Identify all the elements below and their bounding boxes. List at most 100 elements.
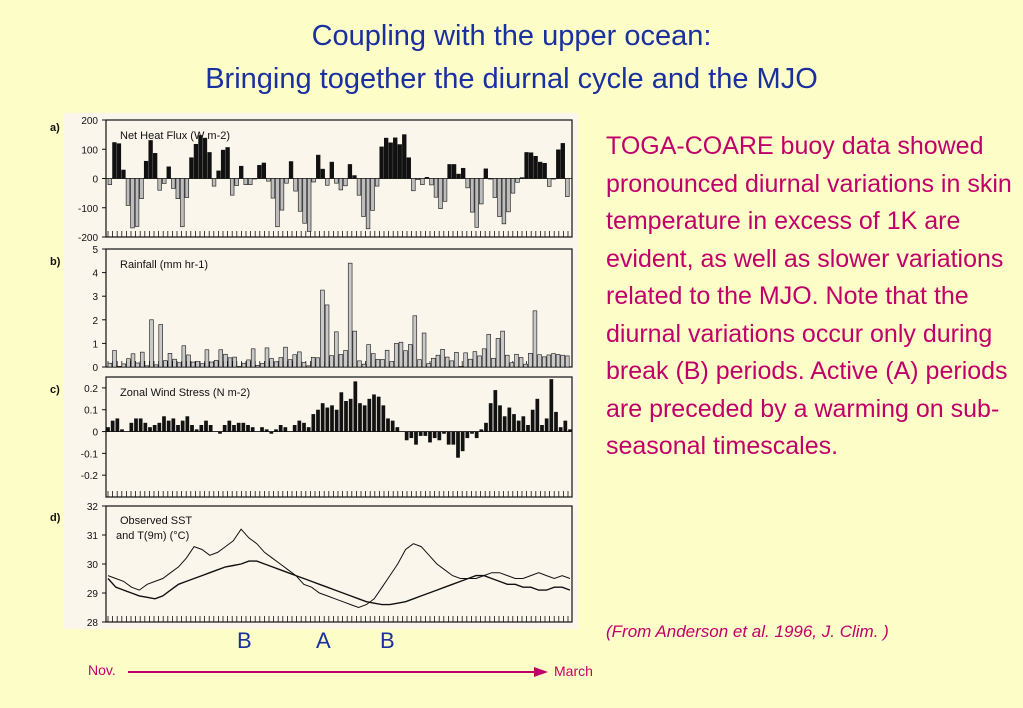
- bar: [338, 178, 344, 191]
- y-tick-label: 2: [92, 316, 98, 327]
- bar: [200, 363, 205, 368]
- bar: [152, 153, 158, 179]
- bar: [479, 178, 484, 205]
- bar: [411, 178, 416, 192]
- bar: [135, 362, 140, 368]
- bar: [243, 178, 248, 185]
- bar: [477, 355, 482, 368]
- sst-series-line: [107, 528, 571, 609]
- bar: [144, 365, 150, 368]
- bar: [181, 345, 187, 368]
- bar: [270, 178, 276, 199]
- timeline-end-label: March: [554, 663, 593, 679]
- bar: [204, 349, 210, 368]
- bar: [171, 178, 176, 189]
- bar: [384, 349, 390, 368]
- bar: [394, 343, 399, 368]
- bar: [241, 362, 247, 368]
- phase-label-break-1: B: [237, 628, 252, 653]
- bar: [546, 354, 552, 368]
- y-tick-label: -0.1: [81, 449, 99, 460]
- bar: [130, 353, 136, 368]
- bar: [565, 178, 570, 197]
- bar: [380, 359, 385, 368]
- citation: (From Anderson et al. 1996, J. Clim. ): [606, 622, 889, 641]
- bar: [134, 178, 140, 227]
- y-tick-label: 0: [92, 175, 98, 186]
- bar: [497, 178, 502, 217]
- y-tick-label: 5: [92, 245, 98, 256]
- bar: [519, 177, 525, 179]
- bar: [126, 358, 131, 368]
- bar: [506, 178, 511, 213]
- bar: [320, 289, 325, 368]
- bar: [470, 178, 475, 213]
- bar: [352, 330, 357, 368]
- bar: [207, 152, 212, 179]
- bar: [420, 178, 425, 185]
- bar: [157, 178, 162, 191]
- bar: [429, 178, 434, 186]
- bar: [505, 354, 510, 368]
- panel-label: Observed SST: [120, 515, 192, 527]
- bar: [288, 161, 294, 179]
- bar: [255, 365, 260, 368]
- bar: [116, 143, 122, 179]
- bar: [315, 357, 321, 368]
- bar: [472, 351, 478, 368]
- bar: [260, 363, 265, 368]
- bar: [352, 175, 357, 179]
- bar: [393, 137, 398, 179]
- bar: [532, 310, 538, 368]
- timeline-start-label: Nov.: [88, 662, 116, 678]
- bar: [370, 178, 375, 211]
- bar: [232, 356, 237, 368]
- bar: [524, 152, 529, 179]
- y-tick-label: 0: [92, 363, 98, 374]
- bar: [528, 353, 533, 368]
- bar: [537, 354, 542, 368]
- bar: [542, 162, 547, 179]
- bar: [148, 140, 153, 179]
- bar: [431, 357, 436, 368]
- bar: [388, 142, 393, 179]
- bar: [180, 178, 185, 228]
- bar: [397, 144, 402, 179]
- bar: [209, 361, 214, 368]
- bar: [465, 178, 470, 189]
- panel-frame-3: [105, 376, 573, 498]
- bar: [356, 178, 362, 196]
- bar: [112, 350, 117, 368]
- bar: [438, 178, 443, 209]
- panel-label: and T(9m) (°C): [116, 530, 189, 542]
- bar: [556, 149, 561, 179]
- bar: [218, 349, 224, 368]
- bar: [220, 149, 226, 179]
- bar: [537, 161, 543, 179]
- bar: [329, 161, 334, 179]
- bar: [371, 353, 376, 368]
- bar: [284, 178, 289, 184]
- bar: [338, 354, 344, 368]
- phase-label-break-2: B: [380, 628, 395, 653]
- bar: [324, 304, 330, 368]
- panel-letter: c): [50, 384, 60, 396]
- bar: [216, 170, 221, 179]
- bar: [227, 357, 233, 368]
- slide-title-line-2: Bringing together the diurnal cycle and …: [205, 63, 818, 95]
- bar: [167, 353, 173, 368]
- bar: [460, 167, 466, 179]
- sst-series-line: [107, 560, 571, 606]
- bar: [523, 363, 528, 368]
- bar: [433, 178, 439, 198]
- bar: [143, 160, 149, 179]
- bar: [184, 178, 190, 198]
- bar: [239, 165, 244, 179]
- slide-title-line-1: Coupling with the upper ocean:: [311, 20, 712, 52]
- bar: [444, 356, 450, 368]
- bar: [107, 362, 113, 368]
- bar: [269, 358, 274, 368]
- bar: [297, 178, 303, 212]
- bar: [234, 178, 239, 186]
